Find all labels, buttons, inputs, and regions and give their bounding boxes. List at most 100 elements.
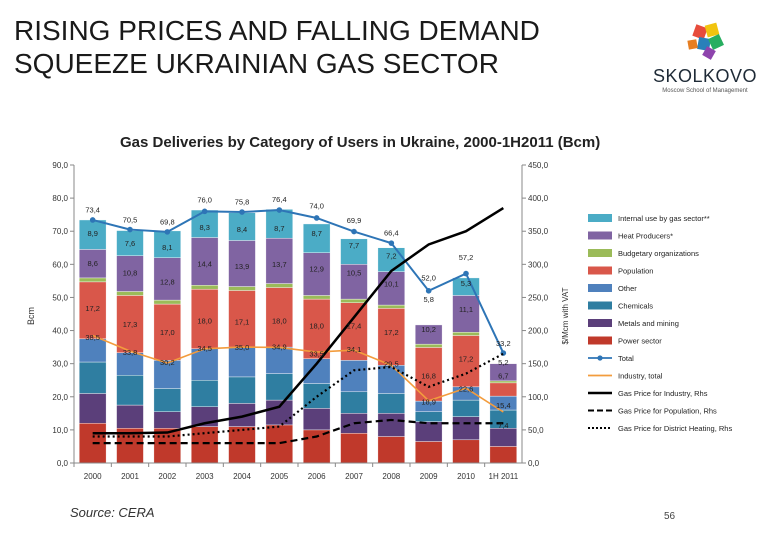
line-point xyxy=(89,217,96,223)
bar-segment xyxy=(489,428,517,447)
legend-swatch xyxy=(588,284,612,292)
slide-title: RISING PRICES AND FALLING DEMAND SQUEEZE… xyxy=(14,14,574,80)
data-label: 73,4 xyxy=(85,206,100,215)
data-label: 75,8 xyxy=(235,197,250,206)
data-label: 18,9 xyxy=(421,398,436,407)
line-point xyxy=(313,215,320,221)
bar-segment xyxy=(191,288,219,349)
bar-segment xyxy=(340,298,368,303)
data-label: 33,5 xyxy=(309,350,324,359)
line-point xyxy=(351,228,357,235)
bar-segment xyxy=(228,426,256,464)
data-label: 34,9 xyxy=(272,342,287,351)
line-point xyxy=(164,229,171,235)
legend-swatch xyxy=(588,319,612,327)
bar-segment xyxy=(153,303,181,361)
data-label: 8,4 xyxy=(237,225,247,234)
y-axis-title-right: $/Mcm with VAT xyxy=(561,287,570,344)
legend-marker xyxy=(597,355,603,361)
data-label: 5,8 xyxy=(423,295,433,304)
legend-label: Power sector xyxy=(618,337,662,346)
data-label: 5,3 xyxy=(461,279,471,288)
bar-segment xyxy=(303,295,331,300)
y-tick-label-left: 70,0 xyxy=(52,227,68,236)
y-tick-label-left: 0,0 xyxy=(57,459,69,468)
logo-wordmark: SKOLKOVO xyxy=(652,66,758,86)
legend-swatch xyxy=(588,249,612,257)
data-label: 10,8 xyxy=(123,269,138,278)
x-tick-label: 2006 xyxy=(308,472,326,481)
data-label: 29,5 xyxy=(384,360,399,369)
data-label: 8,9 xyxy=(87,229,97,238)
data-label: 76,0 xyxy=(197,195,212,204)
x-tick-label: 1H 2011 xyxy=(489,472,519,481)
bar-segment xyxy=(153,230,181,258)
y-tick-label-right: 100,0 xyxy=(528,393,549,402)
bar-segment xyxy=(452,335,480,388)
data-label: 17,3 xyxy=(123,320,138,329)
chart-title: Gas Deliveries by Category of Users in U… xyxy=(120,134,601,151)
bar-segment xyxy=(489,363,517,382)
y-tick-label-left: 40,0 xyxy=(52,327,68,336)
y-tick-label-right: 0,0 xyxy=(528,459,540,468)
legend-swatch xyxy=(588,214,612,222)
data-label: 52,0 xyxy=(421,274,436,283)
bar-segment xyxy=(116,375,144,406)
legend-label: Chemicals xyxy=(618,302,653,311)
bar-segment xyxy=(377,413,405,437)
y-tick-label-right: 350,0 xyxy=(528,227,549,236)
bar-segment xyxy=(153,360,181,389)
line-point xyxy=(239,209,245,215)
data-label: 33,2 xyxy=(496,339,511,348)
bar-segment xyxy=(303,223,331,253)
bar-segment xyxy=(79,277,107,283)
legend-swatch xyxy=(588,336,612,345)
bar-segment xyxy=(377,365,405,394)
data-label: 15,4 xyxy=(496,401,511,410)
bar-segment xyxy=(452,416,480,441)
legend-label: Gas Price for Industry, Rhs xyxy=(618,389,708,398)
legend-swatch xyxy=(588,301,612,310)
data-label: 7,4 xyxy=(498,421,508,430)
x-tick-label: 2003 xyxy=(196,472,214,481)
bar-segment xyxy=(303,429,331,464)
bar-segment xyxy=(265,287,293,348)
data-label: 34,1 xyxy=(347,345,362,354)
line-series xyxy=(92,352,504,438)
x-tick-label: 2009 xyxy=(420,472,438,481)
legend-label: Other xyxy=(618,284,637,293)
bar-segment xyxy=(191,209,219,238)
bar-segment xyxy=(153,299,181,305)
bar-segment xyxy=(228,376,256,404)
data-label: 13,7 xyxy=(272,260,287,269)
bar-segment xyxy=(265,209,293,239)
data-label: 12,8 xyxy=(160,278,175,287)
y-tick-label-right: 200,0 xyxy=(528,327,549,336)
line-series xyxy=(92,206,504,435)
bar-segment xyxy=(153,411,181,429)
legend-label: Heat Producers* xyxy=(618,232,673,241)
bar-segment xyxy=(303,252,331,296)
bar-segment xyxy=(116,230,144,256)
bar-segment xyxy=(452,332,480,336)
data-label: 17,1 xyxy=(235,317,250,326)
bar-segment xyxy=(303,298,331,359)
y-tick-label-right: 250,0 xyxy=(528,293,549,302)
line-point xyxy=(463,270,469,277)
bar-segment xyxy=(377,304,405,309)
data-label: 8,7 xyxy=(274,224,284,233)
line-series xyxy=(92,209,505,354)
data-label: 8,3 xyxy=(199,223,209,232)
data-label: 34,5 xyxy=(197,344,212,353)
data-label: 10,5 xyxy=(347,269,362,278)
bar-segment xyxy=(265,346,293,374)
bar-segment xyxy=(228,240,256,287)
page-number: 56 xyxy=(664,511,676,522)
legend-swatch xyxy=(588,231,612,240)
legend-label: Total xyxy=(618,354,634,363)
bar-segment xyxy=(452,295,480,333)
y-axis-title-left: Bcm xyxy=(26,307,36,325)
bar-segment xyxy=(265,399,293,426)
y-tick-label-left: 90,0 xyxy=(52,161,68,170)
bar-segment xyxy=(116,295,144,353)
